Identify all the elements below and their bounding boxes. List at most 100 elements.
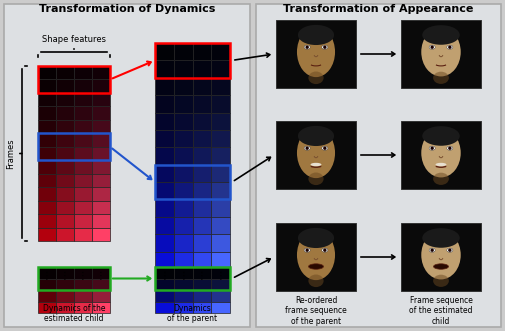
Bar xyxy=(211,147,230,165)
Bar xyxy=(56,93,74,106)
Ellipse shape xyxy=(322,146,328,150)
Ellipse shape xyxy=(298,25,334,45)
Bar xyxy=(92,133,110,147)
Bar xyxy=(174,78,192,95)
Bar xyxy=(74,278,92,290)
Bar xyxy=(401,20,481,88)
Bar xyxy=(56,174,74,187)
Text: Frame sequence
of the estimated
child: Frame sequence of the estimated child xyxy=(409,296,473,326)
Bar xyxy=(401,121,481,189)
Bar xyxy=(211,182,230,200)
Bar xyxy=(56,120,74,133)
Bar xyxy=(74,93,92,106)
Bar xyxy=(92,147,110,160)
Circle shape xyxy=(430,249,434,252)
Bar xyxy=(192,165,211,182)
Ellipse shape xyxy=(298,228,334,248)
Text: ⋮: ⋮ xyxy=(197,271,207,281)
Bar xyxy=(174,95,192,113)
Bar xyxy=(74,290,92,302)
Bar xyxy=(174,267,192,278)
Ellipse shape xyxy=(435,163,446,166)
Bar xyxy=(74,106,92,120)
Circle shape xyxy=(430,45,434,49)
Bar xyxy=(192,200,211,217)
Bar xyxy=(56,133,74,147)
Bar xyxy=(192,290,211,302)
Bar xyxy=(74,66,92,79)
Ellipse shape xyxy=(447,146,453,150)
Bar xyxy=(174,302,192,313)
Bar xyxy=(92,214,110,227)
Text: Re-ordered
frame sequence
of the parent: Re-ordered frame sequence of the parent xyxy=(285,296,347,326)
Ellipse shape xyxy=(429,146,435,150)
Bar xyxy=(38,106,56,120)
Bar xyxy=(155,278,174,290)
Bar xyxy=(155,217,174,234)
Bar xyxy=(155,200,174,217)
Bar xyxy=(38,160,56,174)
Bar xyxy=(174,252,192,269)
Bar xyxy=(92,227,110,241)
Text: ⋮: ⋮ xyxy=(60,271,70,281)
Circle shape xyxy=(306,147,309,150)
Ellipse shape xyxy=(447,45,453,49)
Bar xyxy=(74,302,92,313)
Ellipse shape xyxy=(421,230,461,279)
Bar xyxy=(401,223,481,291)
Bar xyxy=(155,252,174,269)
Bar xyxy=(92,106,110,120)
Bar xyxy=(92,201,110,214)
Bar xyxy=(56,267,74,278)
Bar xyxy=(155,267,230,290)
Bar xyxy=(92,120,110,133)
Circle shape xyxy=(430,147,434,150)
Bar xyxy=(74,267,92,278)
Bar xyxy=(38,214,56,227)
Text: ⋮: ⋮ xyxy=(178,271,188,281)
Bar xyxy=(155,267,174,278)
Ellipse shape xyxy=(422,25,460,45)
Bar xyxy=(211,165,230,182)
Text: Transformation of Dynamics: Transformation of Dynamics xyxy=(39,4,215,14)
Bar xyxy=(74,120,92,133)
Circle shape xyxy=(448,249,451,252)
Bar xyxy=(38,120,56,133)
Ellipse shape xyxy=(421,27,461,76)
Bar xyxy=(38,267,56,278)
Bar xyxy=(155,60,174,78)
Bar xyxy=(92,290,110,302)
Ellipse shape xyxy=(429,45,435,49)
Bar xyxy=(92,79,110,93)
Bar xyxy=(211,43,230,60)
Bar xyxy=(155,130,174,147)
Circle shape xyxy=(448,147,451,150)
Circle shape xyxy=(323,147,327,150)
Circle shape xyxy=(448,45,451,49)
Ellipse shape xyxy=(421,128,461,177)
Bar xyxy=(38,267,110,290)
Bar xyxy=(211,217,230,234)
Bar xyxy=(38,93,56,106)
Ellipse shape xyxy=(309,172,324,185)
Bar xyxy=(155,290,174,302)
Bar xyxy=(155,43,174,60)
Bar xyxy=(74,201,92,214)
Ellipse shape xyxy=(309,274,324,287)
Text: ⋮: ⋮ xyxy=(216,271,226,281)
Bar xyxy=(56,201,74,214)
Bar xyxy=(38,187,56,201)
Bar xyxy=(192,130,211,147)
FancyBboxPatch shape xyxy=(4,4,250,327)
Bar xyxy=(174,113,192,130)
Bar xyxy=(74,147,92,160)
Bar xyxy=(211,113,230,130)
Bar xyxy=(174,165,192,182)
Bar xyxy=(74,227,92,241)
Bar xyxy=(211,267,230,278)
Bar xyxy=(155,43,230,78)
Bar xyxy=(155,302,174,313)
Bar xyxy=(56,278,74,290)
Bar xyxy=(211,278,230,290)
Bar xyxy=(211,290,230,302)
